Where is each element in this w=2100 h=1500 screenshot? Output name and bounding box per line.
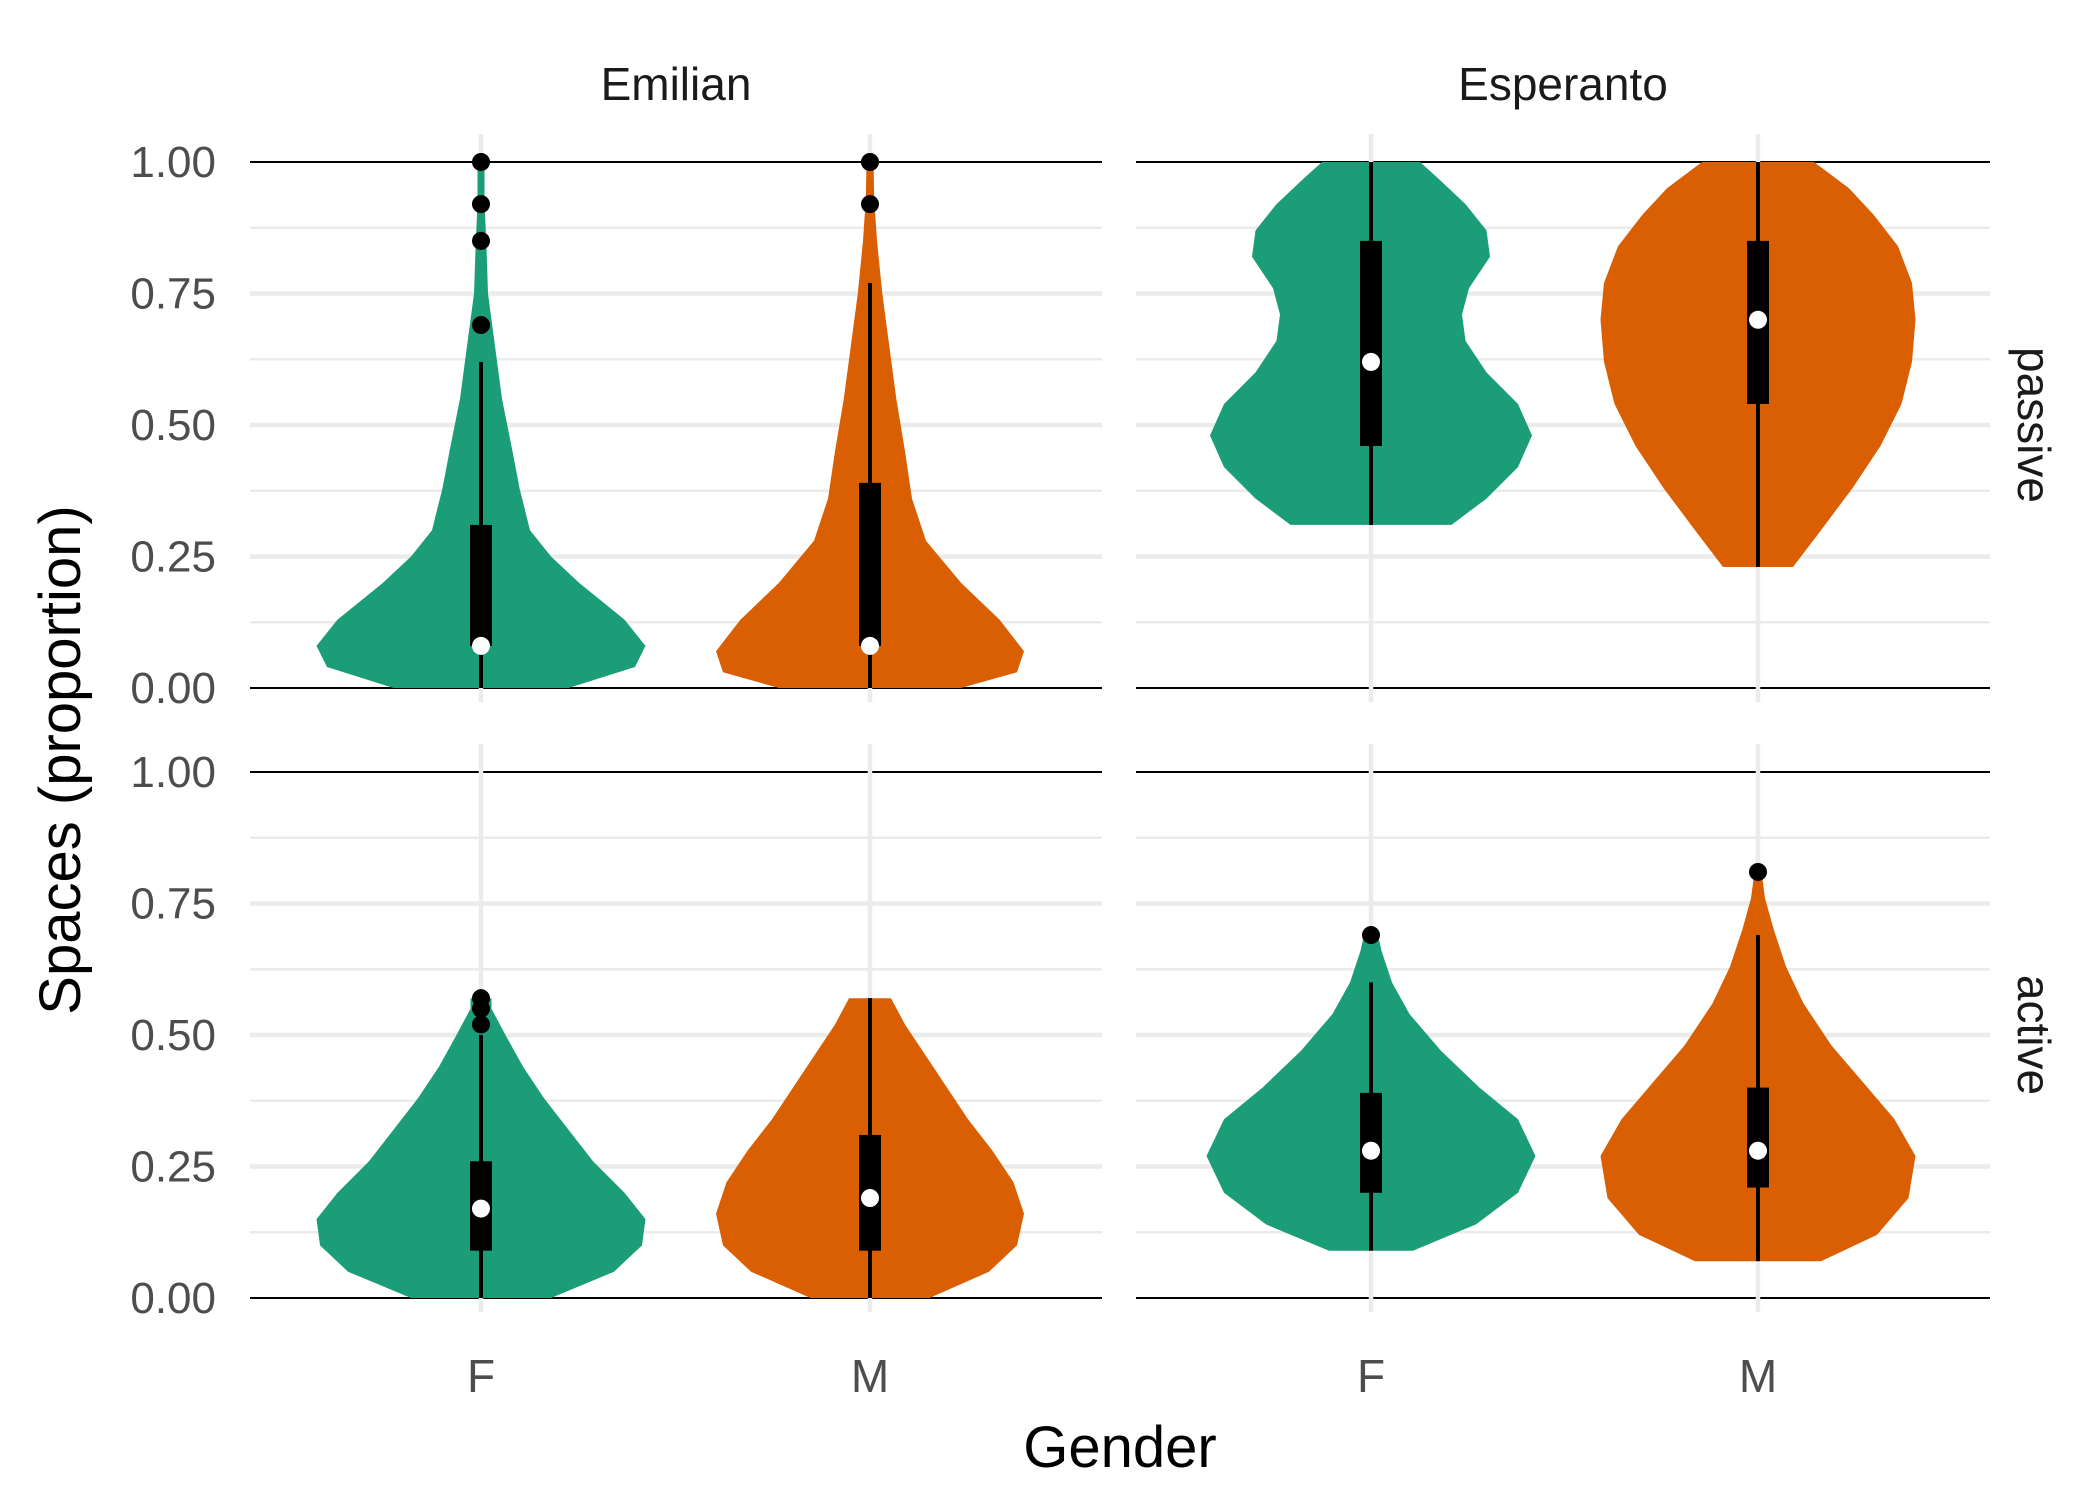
panel-esperanto-active xyxy=(1136,744,1990,1312)
y-tick-label: 1.00 xyxy=(130,748,216,797)
x-tick-label-m: M xyxy=(851,1350,889,1402)
outlier-point xyxy=(472,316,490,335)
x-tick-label-f: F xyxy=(1357,1350,1385,1402)
y-tick-label: 0.50 xyxy=(130,1011,216,1060)
y-tick-label: 0.25 xyxy=(130,1143,216,1192)
outlier-point xyxy=(472,231,490,250)
median-point-m xyxy=(1749,310,1767,329)
x-axis-title: Gender xyxy=(1023,1415,1216,1480)
median-point-f xyxy=(472,636,490,655)
outlier-point xyxy=(472,989,490,1008)
iqr-box-m xyxy=(1747,1087,1769,1188)
median-point-f xyxy=(1362,352,1380,371)
outlier-point xyxy=(472,195,490,214)
iqr-box-m xyxy=(859,482,881,646)
y-tick-label: 0.75 xyxy=(130,880,216,929)
panel-esperanto-passive xyxy=(1136,134,1990,702)
outlier-point xyxy=(472,1015,490,1034)
facet-label-esperanto: Esperanto xyxy=(1458,58,1668,110)
panel-emilian-passive xyxy=(250,134,1102,702)
outlier-point xyxy=(861,195,879,214)
y-tick-label: 0.25 xyxy=(130,533,216,582)
median-point-f xyxy=(1362,1141,1380,1160)
outlier-point xyxy=(472,153,490,171)
facet-label-passive: passive xyxy=(2008,347,2060,503)
outlier-point xyxy=(1362,926,1380,945)
plot-panels: Emilian Esperanto passive active 0.00 0.25 0.5… xyxy=(130,58,2060,1402)
outlier-point xyxy=(1749,862,1767,881)
y-tick-label: 0.00 xyxy=(130,664,216,713)
y-tick-label: 0.00 xyxy=(130,1274,216,1323)
y-tick-label: 0.75 xyxy=(130,270,216,319)
facet-label-emilian: Emilian xyxy=(601,58,752,110)
median-point-m xyxy=(861,1189,879,1208)
facet-label-active: active xyxy=(2008,975,2060,1095)
iqr-box-f xyxy=(470,524,492,646)
outlier-point xyxy=(861,153,879,171)
median-point-f xyxy=(472,1199,490,1218)
median-point-m xyxy=(1749,1141,1767,1160)
iqr-box-f xyxy=(1360,240,1382,447)
panel-emilian-active xyxy=(250,744,1102,1312)
y-axis-title: Spaces (proportion) xyxy=(28,505,93,1014)
x-tick-label-f: F xyxy=(467,1350,495,1402)
x-tick-label-m: M xyxy=(1739,1350,1777,1402)
y-tick-label: 1.00 xyxy=(130,138,216,187)
median-point-m xyxy=(861,636,879,655)
y-tick-label: 0.50 xyxy=(130,401,216,450)
